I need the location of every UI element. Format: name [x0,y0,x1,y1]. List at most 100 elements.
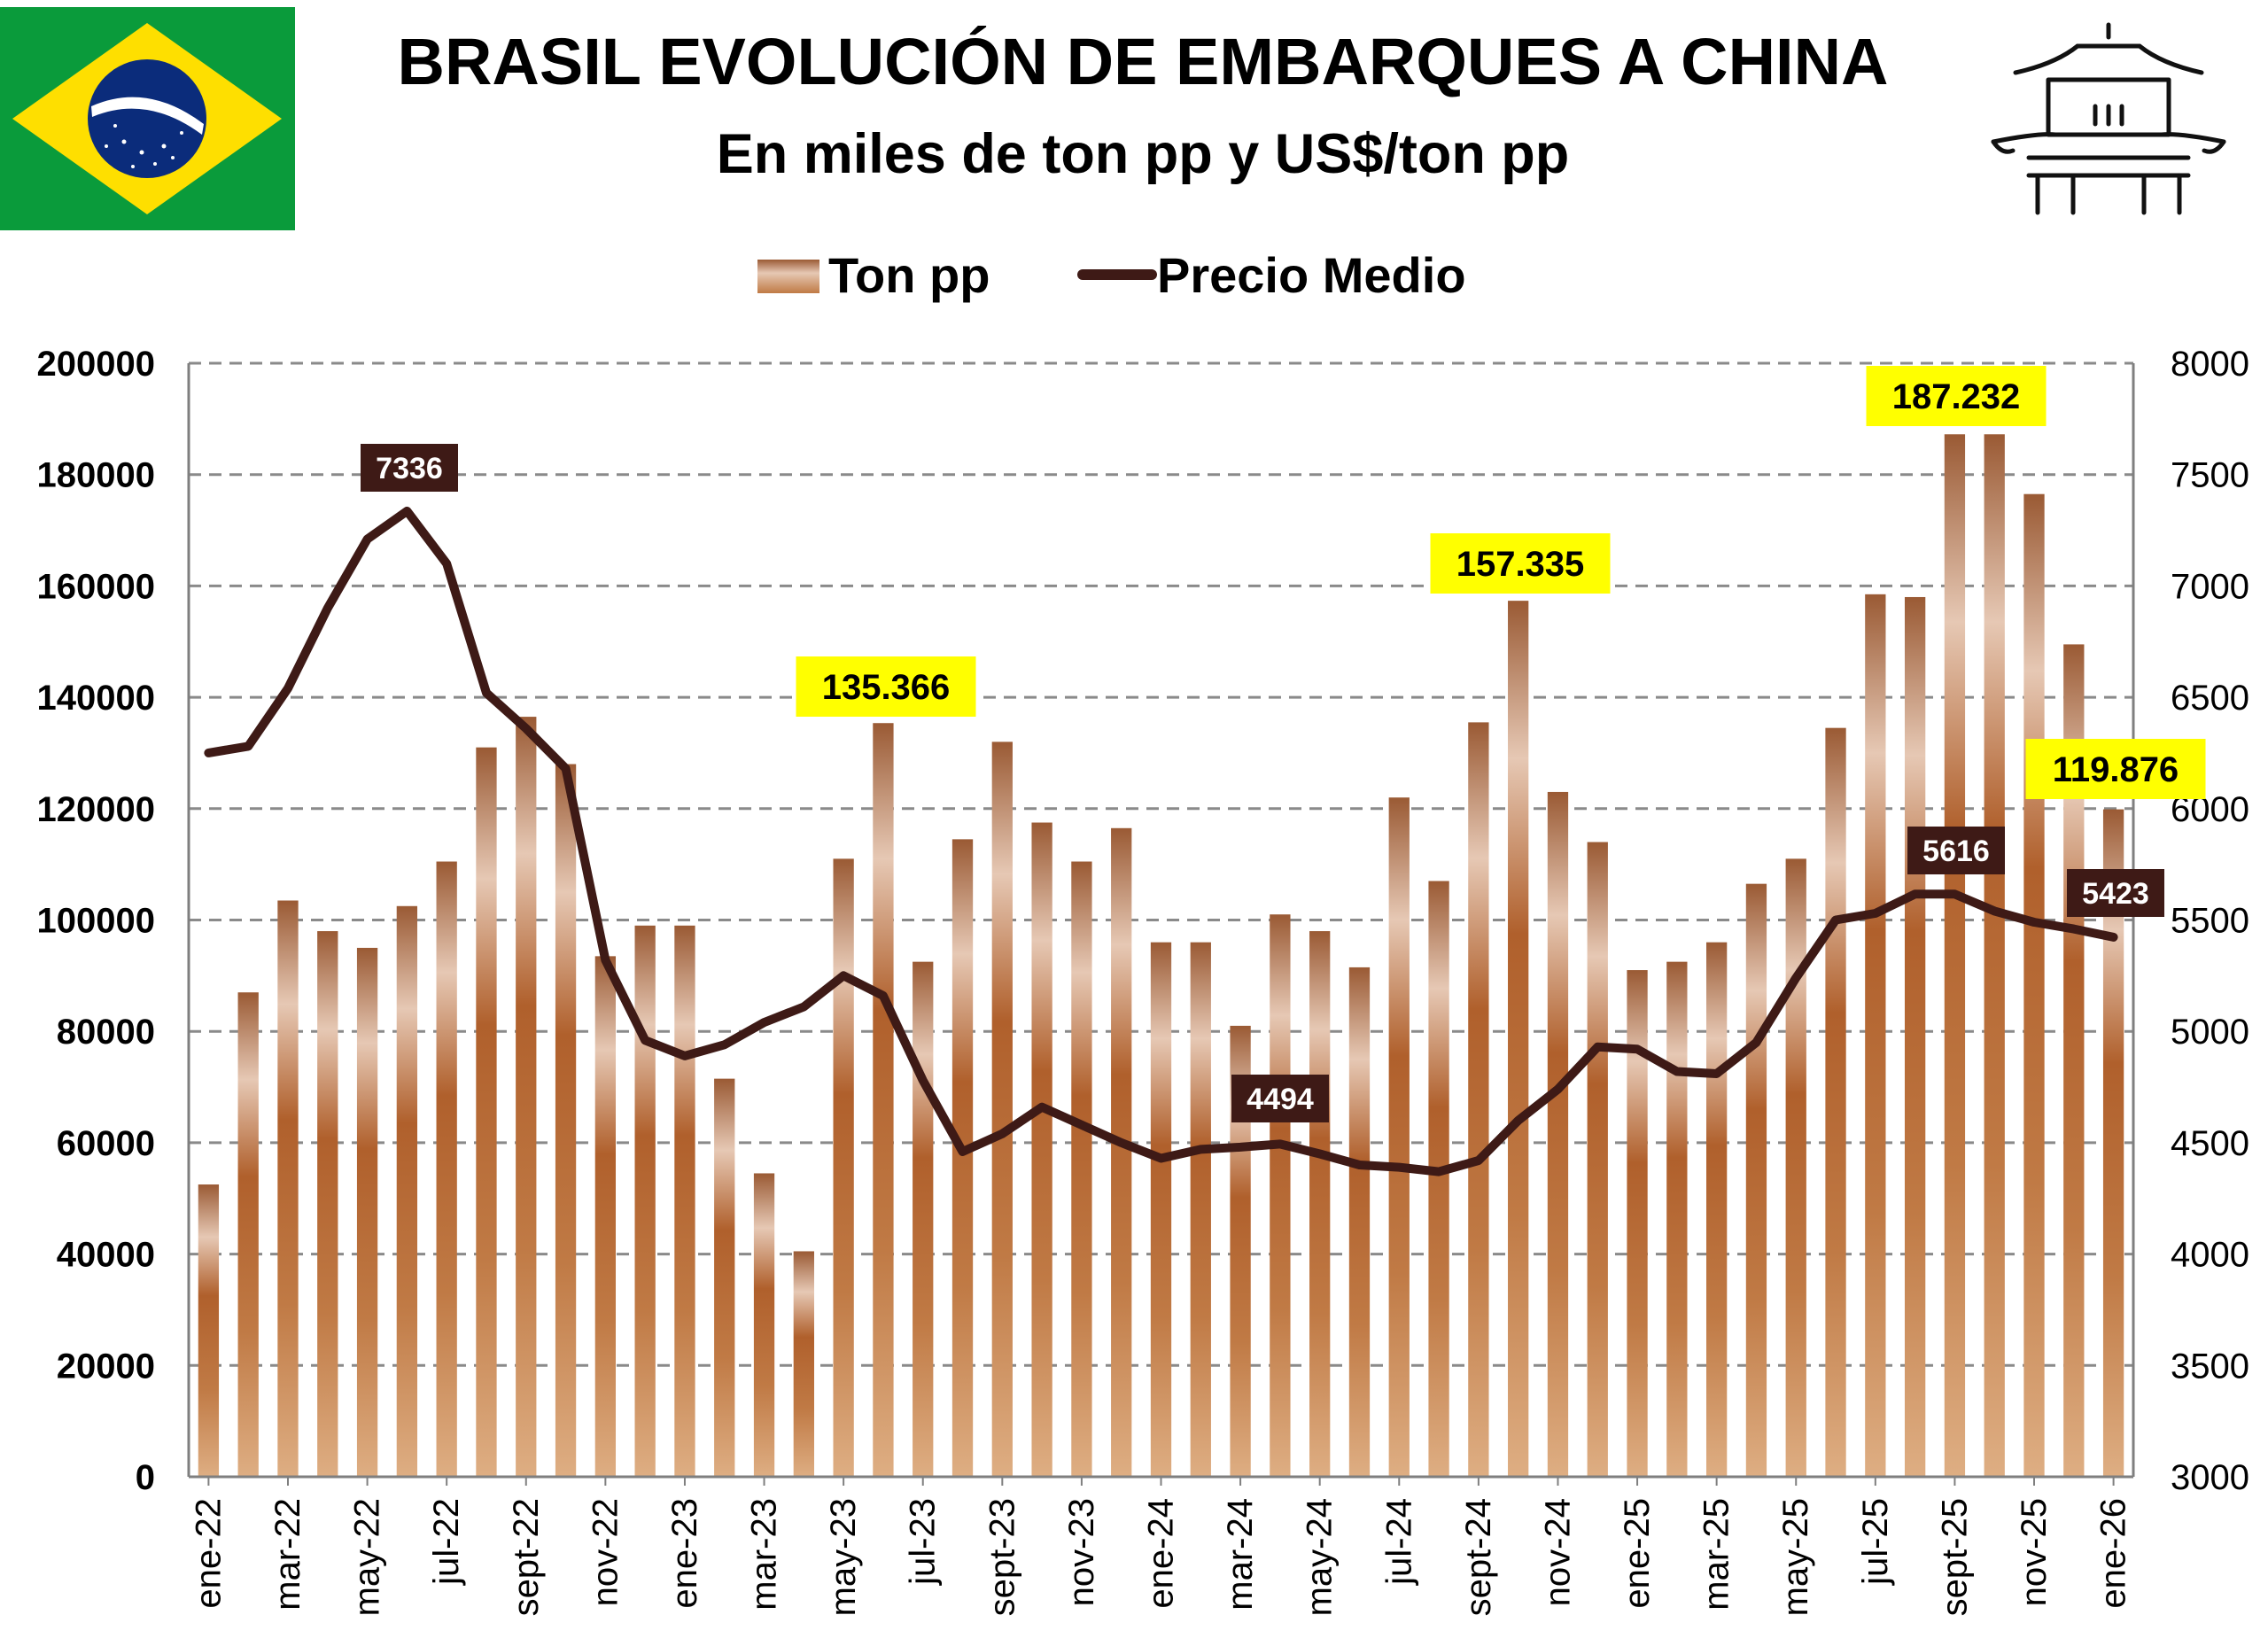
bar [237,992,259,1477]
brazil-flag [0,7,295,230]
bar [476,747,497,1477]
price-value-label-bg [361,444,458,492]
bar [277,900,299,1477]
legend-swatch-ton-pp [757,260,819,293]
price-value-label: 5423 [2082,877,2149,911]
bar [1270,914,1291,1477]
bar [1547,791,1569,1477]
bar [1428,881,1449,1477]
x-tick-label: jul-23 [904,1498,943,1586]
bar [1348,967,1371,1477]
bar [516,717,537,1477]
x-tick-label: ene-24 [1142,1498,1181,1609]
bar [1071,861,1092,1477]
x-tick-label: ene-26 [2094,1498,2133,1609]
bar [2102,809,2124,1477]
y-right-tick-label: 4500 [2171,1124,2249,1163]
price-value-label-bg [1907,827,2005,874]
bar [991,741,1013,1477]
x-tick-label: nov-24 [1538,1498,1577,1606]
x-tick-label: sept-25 [1935,1498,1974,1616]
bar [1190,942,1211,1477]
y-left-tick-label: 100000 [37,902,155,941]
page-subtitle: En miles de ton pp y US$/ton pp [717,123,1570,185]
y-left-tick-label: 80000 [57,1013,155,1052]
y-right-tick-label: 7500 [2171,456,2249,495]
bar [317,931,338,1477]
bar [1508,601,1529,1477]
bar-series-ton-pp [198,434,2124,1478]
x-tick-label: ene-25 [1618,1498,1657,1609]
x-tick-label: sept-23 [983,1498,1021,1616]
x-tick-label: may-24 [1301,1498,1340,1616]
bar-value-label-bg [2025,739,2206,799]
flag-stars [105,124,183,168]
x-tick-label: may-22 [348,1498,387,1616]
y-right-tick-label: 7000 [2171,567,2249,606]
bar [951,839,974,1477]
pagoda-icon [1991,22,2226,215]
x-tick-label: nov-25 [2015,1498,2054,1606]
y-left-tick-label: 160000 [37,567,155,606]
bar [1468,722,1489,1477]
gridlines [189,361,2133,1367]
bar [2023,493,2045,1477]
bar [833,858,854,1477]
price-value-label: 4494 [1247,1083,1314,1116]
bar [1944,434,1966,1478]
bar [356,947,378,1477]
y-right-tick-label: 3000 [2171,1458,2249,1497]
bar [1785,858,1806,1477]
bar [1745,883,1767,1477]
bar [913,961,934,1477]
bar [793,1251,814,1477]
x-tick-label: jul-24 [1379,1498,1418,1586]
x-tick-label: jul-25 [1856,1498,1895,1586]
x-tick-label: nov-22 [586,1498,625,1606]
line-series-precio-medio [204,506,2118,1176]
bar [1666,961,1688,1477]
bar-value-label: 187.232 [1892,377,2021,416]
price-value-label: 7336 [376,452,443,485]
price-value-label-bg [1231,1075,1329,1122]
bar-value-label: 135.366 [822,668,951,707]
bar [1150,942,1172,1477]
bar-value-label-bg [1866,366,2047,426]
bar-value-label-bg [1430,533,1611,594]
y-right-tick-label: 4000 [2171,1236,2249,1275]
x-tick-label: ene-23 [665,1498,704,1609]
y-right-tick-label: 6500 [2171,679,2249,718]
bar [1904,596,1926,1477]
bar [198,1184,220,1477]
x-tick-label: mar-25 [1697,1498,1736,1611]
y-left-tick-label: 140000 [37,679,155,718]
y-right-tick-label: 5000 [2171,1013,2249,1052]
y-right-tick-label: 5500 [2171,902,2249,941]
bar [1111,827,1132,1477]
x-tick-label: may-23 [824,1498,863,1616]
x-tick-label: sept-22 [507,1498,546,1616]
x-tick-label: ene-22 [189,1498,228,1609]
bar [873,723,894,1477]
data-labels: 135.366 157.335 187.232 119.876 7336 4494 5616… [361,366,2206,1122]
bar [1388,797,1410,1477]
x-tick-label: jul-22 [427,1498,466,1586]
y-left-tick-label: 200000 [37,345,155,384]
price-value-label: 5616 [1922,835,1990,868]
bar [1230,1025,1251,1477]
axes: 0 20000 40000 60000 80000 100000 120000 140000 1… [37,345,2249,1616]
bar [674,925,695,1477]
y-left-tick-label: 40000 [57,1236,155,1275]
price-line [204,506,2118,1176]
bar [1031,822,1052,1477]
x-tick-label: may-25 [1776,1498,1815,1616]
bar [1309,931,1331,1477]
bar-value-label: 119.876 [2053,750,2179,789]
y-right-tick-label: 3500 [2171,1347,2249,1386]
bar [1705,942,1728,1477]
x-tick-label: mar-22 [268,1498,307,1611]
y-right-tick-label: 8000 [2171,345,2249,384]
bar [714,1078,735,1477]
bar [594,956,617,1477]
